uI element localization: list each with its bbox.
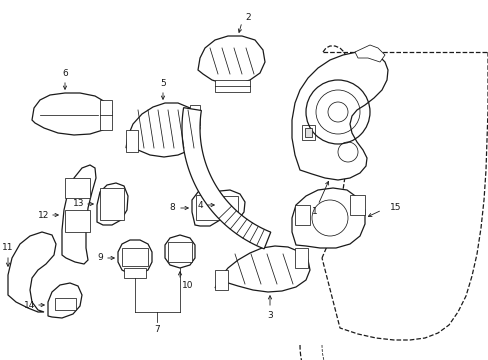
Text: 2: 2 bbox=[244, 13, 250, 22]
Text: 1: 1 bbox=[311, 207, 317, 216]
Polygon shape bbox=[215, 270, 227, 290]
Polygon shape bbox=[291, 188, 364, 248]
Polygon shape bbox=[215, 246, 309, 292]
Text: 11: 11 bbox=[2, 243, 14, 252]
Text: 5: 5 bbox=[160, 80, 165, 89]
Polygon shape bbox=[354, 45, 384, 62]
Polygon shape bbox=[118, 240, 152, 274]
Polygon shape bbox=[32, 93, 112, 135]
Polygon shape bbox=[100, 100, 112, 130]
Polygon shape bbox=[216, 190, 244, 222]
Text: 12: 12 bbox=[38, 211, 50, 220]
Text: 13: 13 bbox=[73, 199, 84, 208]
Polygon shape bbox=[65, 178, 90, 198]
Polygon shape bbox=[196, 195, 220, 220]
Text: 15: 15 bbox=[389, 203, 401, 212]
Polygon shape bbox=[124, 268, 146, 278]
Polygon shape bbox=[164, 235, 195, 268]
Polygon shape bbox=[55, 298, 76, 310]
Text: 3: 3 bbox=[266, 310, 272, 320]
Polygon shape bbox=[122, 248, 148, 266]
Polygon shape bbox=[182, 108, 270, 249]
Polygon shape bbox=[168, 242, 192, 262]
Polygon shape bbox=[219, 196, 238, 212]
Polygon shape bbox=[65, 210, 90, 232]
Polygon shape bbox=[302, 125, 314, 140]
Polygon shape bbox=[192, 188, 224, 226]
Polygon shape bbox=[294, 205, 309, 225]
Text: 8: 8 bbox=[169, 203, 175, 212]
Polygon shape bbox=[100, 188, 124, 220]
Text: 7: 7 bbox=[154, 325, 160, 334]
Text: 14: 14 bbox=[24, 301, 36, 310]
Polygon shape bbox=[305, 128, 311, 137]
Polygon shape bbox=[62, 165, 96, 264]
Polygon shape bbox=[294, 248, 307, 268]
Polygon shape bbox=[48, 283, 82, 318]
Polygon shape bbox=[126, 130, 138, 152]
Text: 10: 10 bbox=[182, 280, 193, 289]
Polygon shape bbox=[126, 103, 200, 157]
Polygon shape bbox=[215, 80, 249, 92]
Polygon shape bbox=[8, 232, 56, 312]
Text: 9: 9 bbox=[97, 253, 102, 262]
Polygon shape bbox=[97, 183, 128, 225]
Polygon shape bbox=[198, 36, 264, 84]
Polygon shape bbox=[190, 105, 200, 125]
Text: 6: 6 bbox=[62, 69, 68, 78]
Text: 4: 4 bbox=[197, 201, 203, 210]
Polygon shape bbox=[349, 195, 364, 215]
Polygon shape bbox=[291, 52, 387, 180]
